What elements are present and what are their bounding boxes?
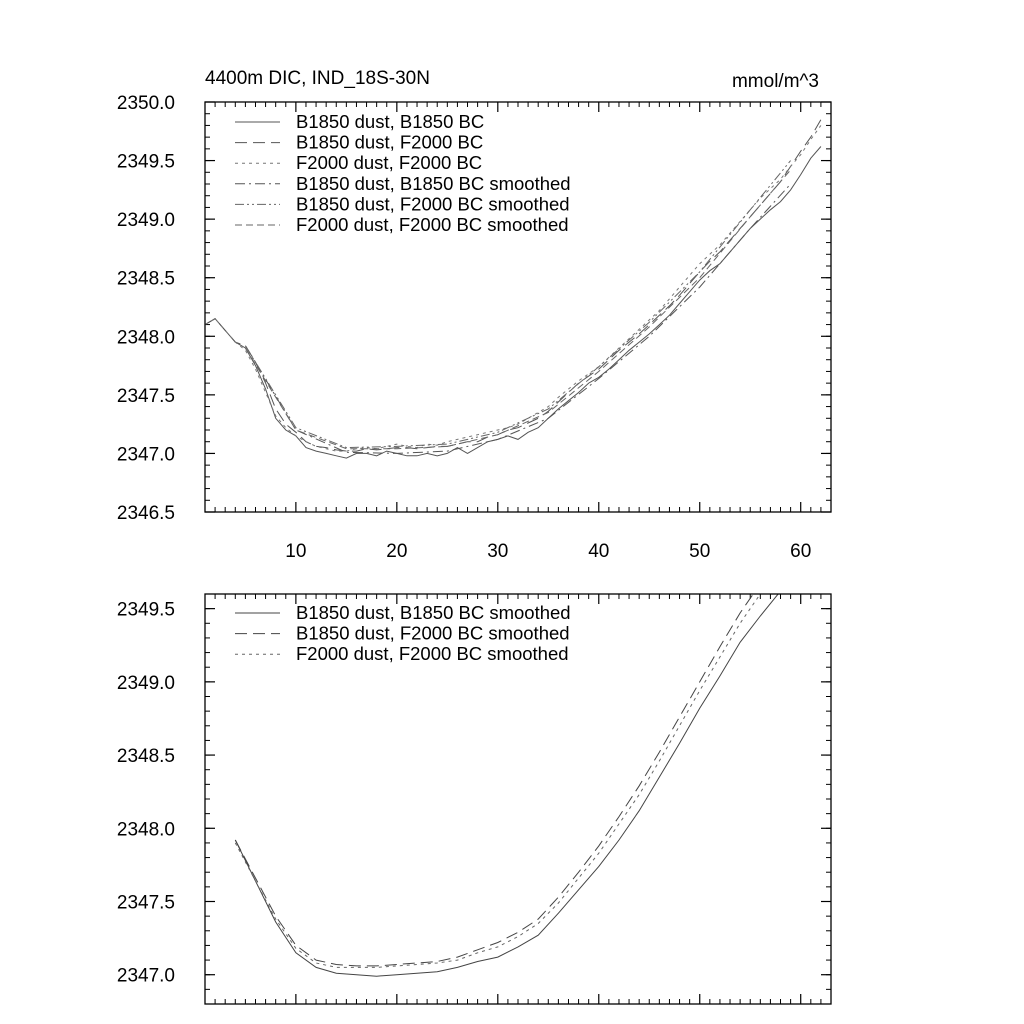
bottom-chart-series-group [234, 594, 779, 977]
top-chart-ticks: 10 20 30 40 50 60 2346.5 2347.0 2347.5 2348.0 2348… [117, 93, 832, 562]
bottom-chart-ticks: 2347.0 2347.5 2348.0 2348.5 2349.0 2349.5 [117, 593, 832, 1005]
bottom-chart-series-line-1 [234, 594, 779, 977]
top-chart-x-tick-label: 30 [487, 541, 508, 562]
bottom-chart-y-tick-label: 2347.0 [117, 966, 175, 987]
top-chart-legend-label: B1850 dust, F2000 BC smoothed [296, 193, 570, 214]
top-chart-series-group [205, 119, 822, 459]
top-chart-y-tick-label: 2347.0 [117, 444, 175, 465]
top-chart-y-tick-label: 2348.5 [117, 269, 175, 290]
top-chart-legend-label: F2000 dust, F2000 BC smoothed [296, 214, 569, 235]
top-chart-series-line-5 [244, 160, 791, 449]
top-chart-frame [204, 101, 832, 513]
top-chart-y-tick-label: 2346.5 [117, 503, 175, 524]
bottom-chart-y-tick-label: 2349.0 [117, 673, 175, 694]
top-chart-legend-label: B1850 dust, B1850 BC [296, 111, 484, 132]
top-chart-x-tick-label: 40 [588, 541, 609, 562]
top-chart-plot-area [205, 119, 822, 459]
bottom-chart: 2347.0 2347.5 2348.0 2348.5 2349.0 2349.5 B18… [117, 593, 832, 1005]
bottom-chart-y-tick-label: 2347.5 [117, 893, 175, 914]
top-chart-series-line-4 [244, 183, 791, 454]
top-chart-y-tick-label: 2348.0 [117, 327, 175, 348]
bottom-chart-legend-label: F2000 dust, F2000 BC smoothed [296, 643, 569, 664]
bottom-chart-y-tick-label: 2348.5 [117, 746, 175, 767]
top-chart-x-tick-label: 50 [689, 541, 710, 562]
top-chart-series-line-6 [244, 169, 791, 450]
bottom-chart-y-tick-label: 2349.5 [117, 600, 175, 621]
top-chart-x-tick-label: 10 [285, 541, 306, 562]
top-chart-legend-label: B1850 dust, B1850 BC smoothed [296, 173, 571, 194]
top-chart-y-tick-label: 2349.0 [117, 210, 175, 231]
top-chart: 4400m DIC, IND_18S-30N mmol/m^3 10 20 30 40… [117, 68, 832, 562]
top-chart-y-tick-label: 2347.5 [117, 386, 175, 407]
top-chart-legend-label: B1850 dust, F2000 BC [296, 132, 483, 153]
top-chart-y-tick-label: 2350.0 [117, 93, 175, 114]
bottom-chart-legend-label: B1850 dust, F2000 BC smoothed [296, 623, 570, 644]
bottom-chart-legend-label: B1850 dust, B1850 BC smoothed [296, 602, 571, 623]
bottom-chart-y-tick-label: 2348.0 [117, 819, 175, 840]
bottom-chart-plot-area [234, 594, 779, 977]
top-chart-title: 4400m DIC, IND_18S-30N [205, 68, 430, 89]
top-chart-series-line-3 [205, 125, 822, 452]
top-chart-series-line-1 [205, 146, 822, 459]
top-chart-x-tick-label: 20 [386, 541, 407, 562]
top-chart-x-tick-label: 60 [790, 541, 811, 562]
bottom-chart-frame [204, 593, 832, 1005]
top-chart-units-label: mmol/m^3 [732, 71, 819, 92]
top-chart-legend-label: F2000 dust, F2000 BC [296, 152, 482, 173]
top-chart-y-tick-label: 2349.5 [117, 152, 175, 173]
